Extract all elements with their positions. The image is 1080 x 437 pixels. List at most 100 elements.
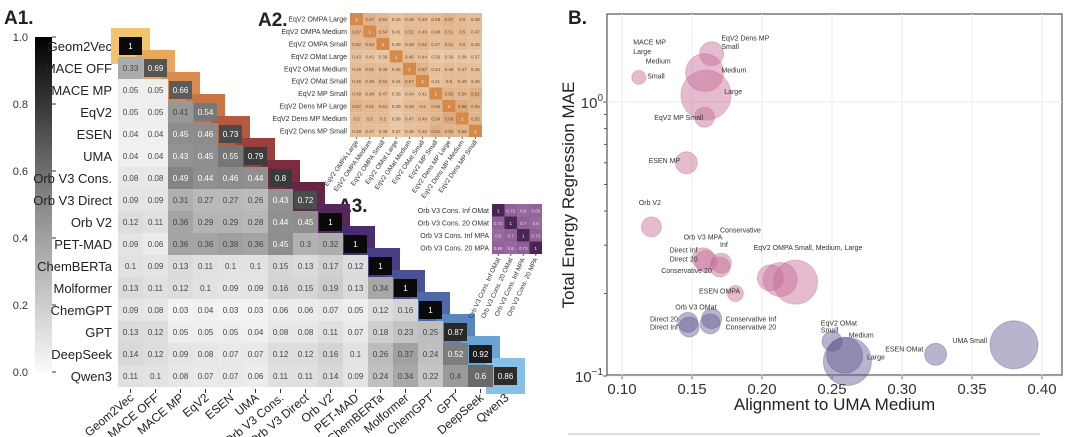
heatmap-cell (268, 277, 293, 299)
cell-value: 0.52 (448, 350, 464, 359)
heatmap-cell (402, 99, 416, 113)
cell-value: 0.5 (419, 104, 426, 109)
panel-label-a2: A2. (258, 10, 288, 31)
cell-value: 0.52 (352, 42, 361, 47)
cell-value: 0.04 (248, 328, 264, 337)
cell-value: 0.5 (459, 30, 466, 35)
bubble-annotation: EqV2 MP Small (654, 115, 703, 122)
cell-value: 0.09 (123, 306, 139, 315)
heatmap-cell (343, 277, 368, 299)
heatmap-cell (294, 191, 317, 209)
heatmap-cell (517, 241, 530, 254)
heatmap-cell (318, 321, 343, 343)
heatmap-cell (168, 101, 193, 123)
heatmap-cell (368, 277, 393, 299)
heatmap-cell (418, 365, 443, 387)
cell-value: 0.57 (365, 17, 374, 22)
cell-value: 0.48 (471, 17, 480, 22)
bubble (678, 316, 700, 338)
heatmap-cell (389, 13, 403, 26)
cell-value: 0.66 (173, 86, 189, 95)
heatmap-cell (318, 299, 343, 321)
cell-value: 0.29 (198, 218, 214, 227)
cell-value: 0.54 (198, 108, 214, 117)
row-label: EqV2 OMat Medium (284, 66, 347, 73)
heatmap-cell (350, 62, 364, 75)
colorbar-tick-label: 0.2 (13, 300, 28, 312)
cell-value: 0.55 (471, 116, 480, 121)
cell-value: 0.51 (365, 67, 374, 72)
heatmap-cell (118, 123, 143, 145)
heatmap-cell (443, 343, 468, 365)
heatmap-cell (416, 37, 430, 51)
cell-value: 0.61 (431, 129, 440, 134)
heatmap-cell (363, 62, 377, 75)
heatmap-cell (343, 255, 368, 277)
cell-value: 0.6 (475, 372, 487, 381)
heatmap-cell (416, 112, 430, 125)
cell-value: 0.46 (418, 129, 427, 134)
bubble-annotation: Large (867, 354, 885, 361)
heatmap-cell (143, 145, 168, 167)
cell-value: 0.11 (123, 372, 139, 381)
heatmap-cell (243, 299, 268, 321)
cell-value: 0.19 (323, 284, 339, 293)
heatmap-cell (442, 112, 456, 125)
cell-value: 0.1 (125, 262, 137, 271)
heatmap-cell (118, 299, 143, 321)
colorbar-tick-label: 1.0 (13, 32, 28, 44)
heatmap-cell (243, 255, 268, 277)
row-label: ChemGPT (51, 303, 112, 318)
cell-value: 0.05 (148, 86, 164, 95)
heatmap-cell (376, 62, 390, 75)
bubble-annotation: Orb V2 (639, 200, 661, 207)
heatmap-cell (363, 13, 377, 26)
heatmap-cell (344, 235, 367, 253)
y-tick-base: 10 (575, 369, 592, 386)
bubble (709, 256, 731, 278)
cell-value: 0.13 (123, 328, 139, 337)
cell-value: 0.26 (248, 196, 264, 205)
heatmap-cell (393, 365, 418, 387)
cell-value: 0.32 (323, 240, 339, 249)
heatmap-cell (268, 299, 293, 321)
cell-value: 0.27 (223, 196, 239, 205)
cell-value: 0.13 (123, 284, 139, 293)
bubble-annotation: Conservative 20 (661, 268, 712, 275)
cell-value: 0.72 (494, 221, 503, 226)
heatmap-cell (363, 75, 377, 88)
cell-value: 1 (408, 67, 411, 72)
cell-value: 0.13 (173, 262, 189, 271)
cell-value: 0.55 (223, 152, 239, 161)
cell-value: 0.22 (423, 372, 439, 381)
scatter-b: 0.10 0.15 0.20 0.25 0.30 0.35 0.4010010−1MACE … (559, 13, 1063, 414)
heatmap-cell (118, 343, 143, 365)
heatmap-a2: 1 0.57 0.52 0.43 0.49 0.49 0.49 0.57 0.5 0.48 0.57… (272, 13, 482, 200)
cell-value: 0.54 (379, 30, 388, 35)
heatmap-cell (469, 345, 492, 363)
heatmap-cell (442, 25, 456, 38)
cell-value: 0.46 (198, 130, 214, 139)
cell-value: 1 (355, 17, 358, 22)
heatmap-cell (389, 112, 403, 125)
cell-value: 0.45 (471, 42, 480, 47)
bubble-annotation: Small (821, 328, 839, 335)
cell-value: 0.03 (223, 306, 239, 315)
heatmap-cell (442, 75, 456, 88)
cell-value: 0.44 (405, 92, 414, 97)
cell-value: 0.57 (418, 67, 427, 72)
heatmap-cell (363, 25, 377, 38)
heatmap-cell (416, 124, 430, 137)
heatmap-cell (376, 112, 390, 125)
cell-value: 0.5 (459, 17, 466, 22)
cell-value: 0.04 (123, 152, 139, 161)
cell-value: 0.6 (495, 233, 502, 238)
heatmap-cell (389, 37, 403, 51)
heatmap-cell (389, 50, 403, 63)
cell-value: 0.1 (225, 262, 237, 271)
bubble (699, 41, 725, 67)
cell-value: 0.29 (223, 218, 239, 227)
heatmap-cell (168, 145, 193, 167)
cell-value: 0.11 (323, 328, 339, 337)
